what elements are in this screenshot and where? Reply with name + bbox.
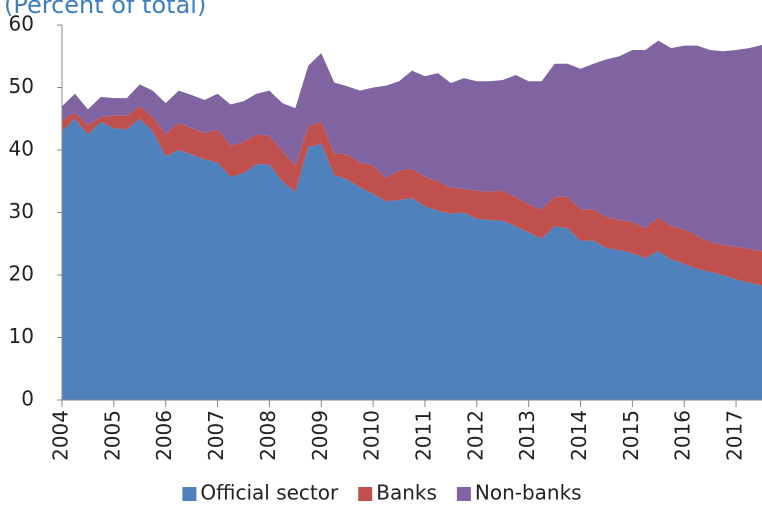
y-tick-label: 40	[9, 137, 34, 161]
legend-swatch	[182, 487, 197, 501]
legend-label: Banks	[376, 481, 437, 505]
x-tick-label: 2006	[152, 410, 176, 461]
x-tick-label: 2014	[567, 410, 591, 461]
chart-subtitle: (Percent of total)	[4, 0, 206, 19]
x-tick-label: 2004	[49, 410, 73, 461]
x-tick-label: 2015	[619, 410, 643, 461]
y-tick-label: 0	[21, 387, 34, 411]
y-tick-label: 50	[9, 74, 34, 98]
legend-label: Non-banks	[475, 481, 582, 505]
y-tick-label: 30	[9, 199, 34, 223]
y-tick-label: 20	[9, 262, 34, 286]
x-tick-label: 2008	[256, 410, 280, 461]
legend-swatch	[456, 487, 471, 501]
area	[62, 106, 762, 286]
x-tick-label: 2007	[204, 410, 228, 461]
y-tick-label: 60	[9, 12, 34, 36]
area	[62, 40, 762, 252]
x-tick-label: 2009	[308, 410, 332, 461]
area	[62, 118, 762, 400]
x-tick-label: 2013	[515, 410, 539, 461]
legend-label: Official sector	[200, 481, 339, 505]
legend: Official sector Banks Non-banks	[182, 481, 582, 505]
x-tick-label: 2012	[463, 410, 487, 461]
x-tick-label: 2011	[411, 410, 435, 461]
legend-swatch	[358, 487, 373, 501]
x-tick-label: 2010	[360, 410, 384, 461]
x-tick-label: 2005	[100, 410, 124, 461]
x-tick-label: 2017	[723, 410, 747, 461]
x-tick-label: 2016	[671, 410, 695, 461]
y-tick-label: 10	[9, 324, 34, 348]
